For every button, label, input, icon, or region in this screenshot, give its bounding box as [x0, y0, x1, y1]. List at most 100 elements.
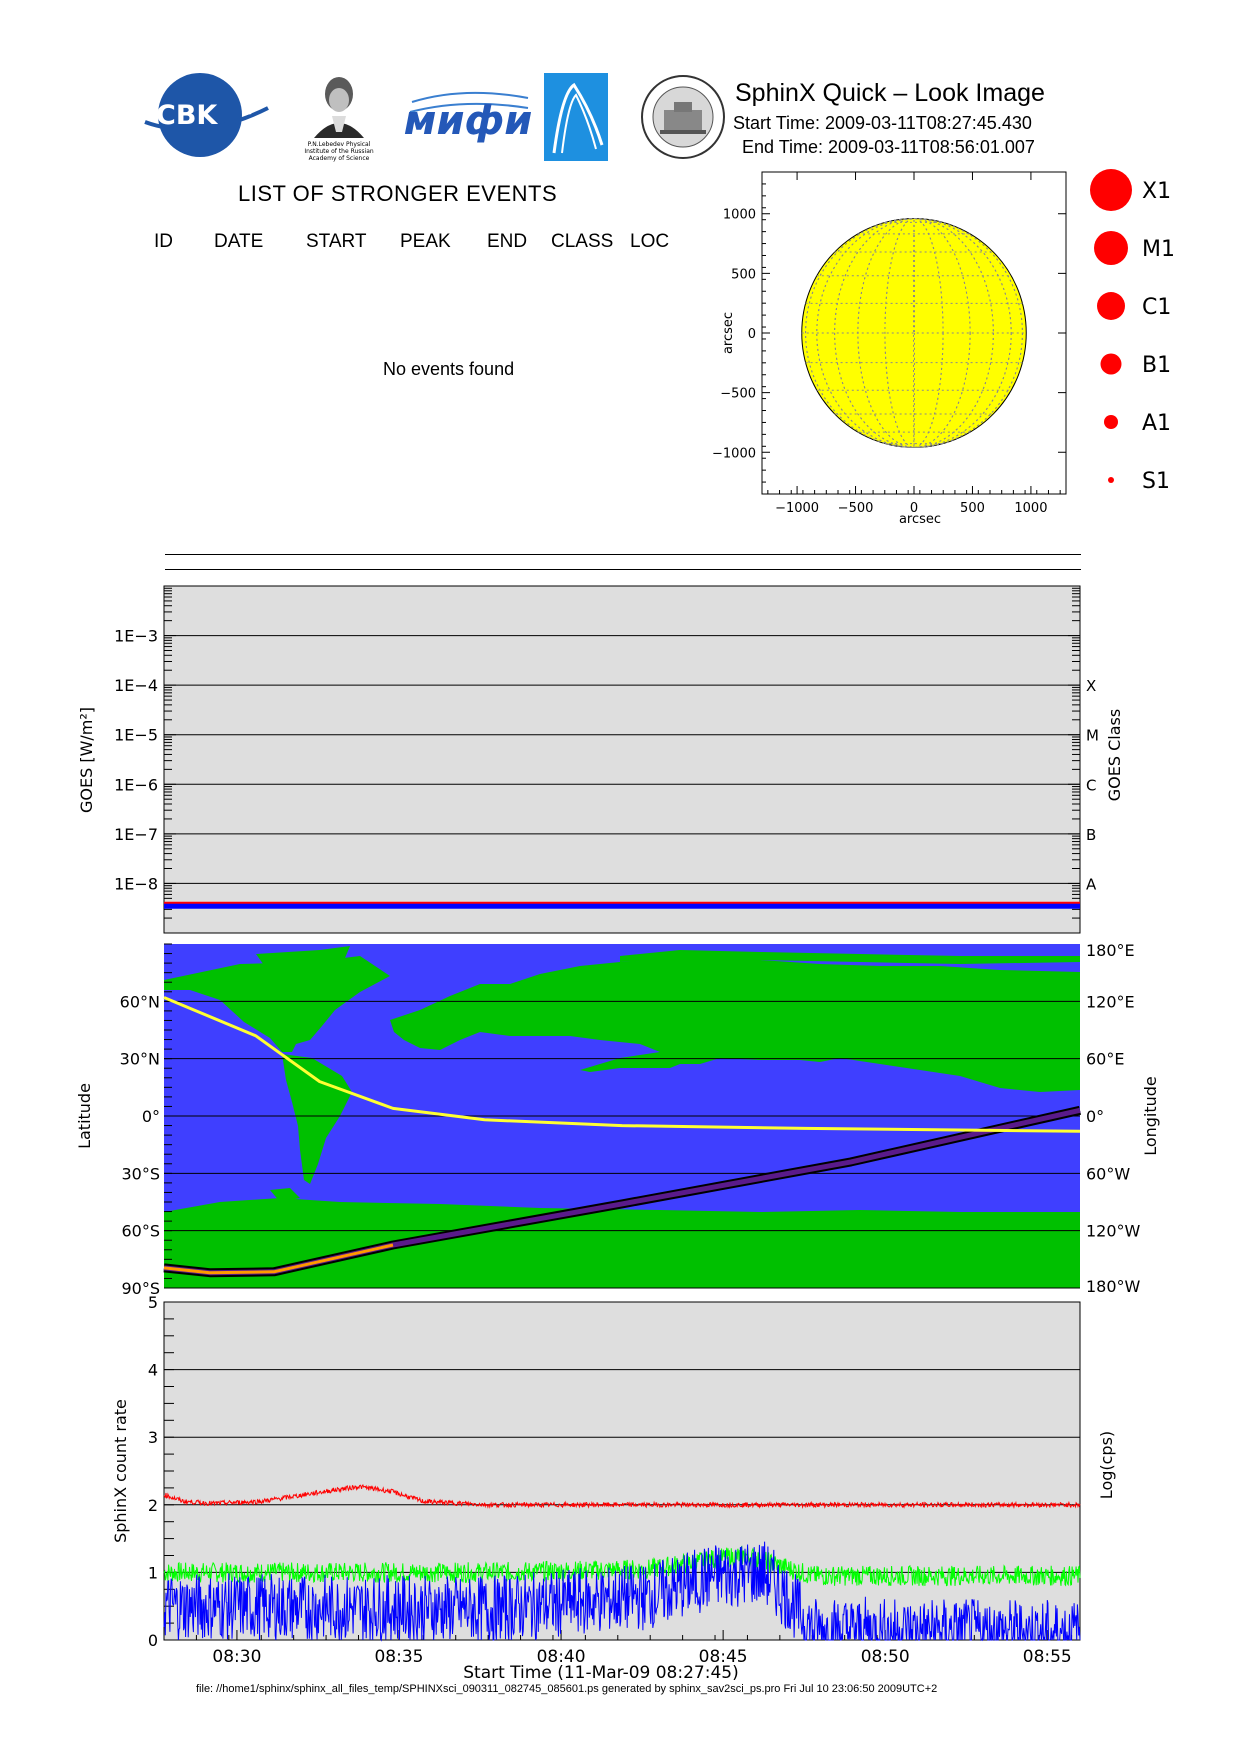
legend-marker-m1 — [1094, 231, 1128, 265]
map-lon-tick-label: 0° — [1086, 1107, 1104, 1126]
disk-y-tick-label: −500 — [720, 387, 756, 402]
latitude-track — [163, 996, 1081, 1133]
map-lon-tick-label: 180°W — [1086, 1277, 1141, 1295]
goes-class-label: B — [1086, 826, 1096, 844]
disk-y-axis-label: arcsec — [721, 312, 736, 354]
rate-y-tick-label: 2 — [148, 1496, 158, 1515]
legend-marker-x1 — [1090, 169, 1132, 211]
separator-line-2 — [165, 569, 1081, 570]
cbk-logo-subtext: PAN — [242, 101, 252, 116]
rate-x-tick-label: 08:35 — [374, 1647, 423, 1667]
rate-series-red — [163, 1484, 1081, 1510]
col-end: END — [487, 231, 528, 252]
longitude-track-highlight — [163, 1243, 394, 1275]
map-lon-tick-label: 60°W — [1086, 1164, 1130, 1183]
goes-y-tick-label: 1E−5 — [114, 726, 158, 745]
map-lon-tick-label: 180°E — [1086, 941, 1135, 960]
map-y2-axis-label: Longitude — [1141, 1076, 1160, 1156]
no-events-message: No events found — [383, 359, 515, 379]
rate-y-axis-label: SphinX count rate — [111, 1399, 130, 1543]
goes-class-label: C — [1086, 776, 1096, 794]
goes-class-label: X — [1086, 677, 1096, 695]
page-title: SphinX Quick – Look Image — [735, 79, 1045, 107]
mifi-logo: мифи — [404, 82, 534, 152]
rate-y-tick-label: 0 — [148, 1631, 158, 1650]
map-lon-tick-label: 120°E — [1086, 992, 1135, 1011]
goes-y-tick-label: 1E−7 — [114, 825, 158, 844]
events-title: LIST OF STRONGER EVENTS — [238, 181, 558, 206]
map-lat-tick-label: 30°N — [120, 1050, 160, 1069]
map-lon-tick-label: 120°W — [1086, 1222, 1141, 1241]
disk-y-tick-label: 1000 — [723, 208, 756, 223]
map-lat-tick-label: 0° — [142, 1107, 160, 1126]
legend-label-s1: S1 — [1142, 469, 1170, 494]
disk-y-tick-label: 0 — [748, 327, 756, 342]
rate-x-tick-label: 08:40 — [537, 1647, 586, 1667]
rate-x-axis-label: Start Time (11-Mar-09 08:27:45) — [463, 1663, 738, 1680]
map-y-axis-label: Latitude — [75, 1083, 94, 1149]
map-lon-tick-label: 60°E — [1086, 1050, 1124, 1069]
rate-y-tick-label: 5 — [148, 1293, 158, 1312]
rate-series-blue — [163, 1541, 1081, 1642]
lebedev-line-3: Academy of Science — [309, 155, 370, 162]
lebedev-line-1: P.N.Lebedev Physical — [308, 141, 371, 148]
legend-label-a1: A1 — [1142, 411, 1171, 436]
legend-label-b1: B1 — [1142, 353, 1171, 378]
start-time: Start Time: 2009-03-11T08:27:45.430 — [733, 113, 1032, 133]
goes-y-axis-label: GOES [W/m²] — [77, 707, 96, 813]
iki-logo — [544, 73, 608, 161]
col-date: DATE — [214, 231, 264, 252]
legend-label-x1: X1 — [1142, 179, 1171, 204]
col-peak: PEAK — [400, 231, 451, 252]
map-lat-tick-label: 90°S — [121, 1279, 160, 1295]
cbk-logo-text: CBK — [156, 100, 218, 131]
disk-longitude-line — [857, 218, 971, 448]
legend-label-m1: M1 — [1142, 237, 1175, 262]
col-start: START — [306, 231, 367, 252]
disk-x-tick-label: −1000 — [775, 501, 819, 516]
map-lat-tick-label: 60°N — [120, 992, 160, 1011]
goes-class-axis-label: GOES Class — [1105, 709, 1124, 801]
disk-longitude-line — [884, 218, 944, 448]
rate-x-tick-label: 08:45 — [699, 1647, 748, 1667]
legend-marker-b1 — [1100, 353, 1122, 375]
col-id: ID — [154, 231, 173, 252]
goes-class-label: M — [1086, 727, 1099, 745]
rate-x-tick-label: 08:55 — [1023, 1647, 1072, 1667]
footer-file-info: file: //home1/sphinx/sphinx_all_files_te… — [196, 1683, 938, 1695]
disk-y-tick-label: 500 — [731, 267, 756, 282]
legend-marker-s1 — [1108, 477, 1114, 483]
disk-y-tick-label: −1000 — [712, 446, 756, 461]
legend-marker-a1 — [1104, 415, 1118, 429]
ground-track-chart: 60°N 30°N 0° 30°S 60°S 90°S 180°E 120°E 60°E 0° 60… — [75, 941, 1160, 1295]
disk-longitude-line — [913, 218, 915, 448]
end-time: End Time: 2009-03-11T08:56:01.007 — [742, 137, 1035, 157]
goes-y-tick-label: 1E−6 — [114, 775, 158, 794]
goes-y-tick-label: 1E−4 — [114, 676, 158, 695]
col-loc: LOC — [630, 231, 670, 252]
disk-x-tick-label: 500 — [960, 501, 985, 516]
legend-marker-c1 — [1097, 292, 1125, 320]
mifi-logo-text: мифи — [404, 98, 532, 144]
goes-class-label: A — [1086, 875, 1097, 893]
disk-x-axis-label: arcsec — [899, 512, 941, 527]
lebedev-line-2: Institute of the Russian — [304, 148, 374, 155]
rate-x-tick-label: 08:50 — [861, 1647, 910, 1667]
rate-x-tick-label: 08:30 — [212, 1647, 261, 1667]
map-lat-tick-label: 30°S — [121, 1164, 160, 1183]
goes-series-blue — [164, 903, 1080, 909]
goes-chart: 1E−8 1E−7 1E−6 1E−5 1E−4 1E−3 A B C M X GOES [W/m²… — [77, 585, 1124, 934]
separator-line-1 — [165, 554, 1081, 555]
university-seal-logo — [640, 74, 726, 160]
lebedev-portrait-logo: P.N.Lebedev Physical Institute of the Ru… — [294, 72, 384, 164]
cbk-logo: CBK PAN — [140, 70, 280, 160]
goes-y-tick-label: 1E−8 — [114, 874, 158, 893]
disk-longitude-line — [805, 218, 1023, 448]
rate-y2-axis-label: Log(cps) — [1097, 1431, 1116, 1499]
flare-class-legend: X1 M1 C1 B1 A1 S1 — [1080, 160, 1240, 500]
map-lat-tick-label: 60°S — [121, 1222, 160, 1241]
sphinx-rate-chart: 0 1 2 3 4 5 08:30 08:35 08:40 08:45 08:50 08:55 Sph… — [111, 1293, 1116, 1680]
disk-longitude-line — [834, 218, 994, 448]
disk-x-tick-label: 0 — [910, 501, 918, 516]
disk-longitude-line — [816, 218, 1012, 448]
